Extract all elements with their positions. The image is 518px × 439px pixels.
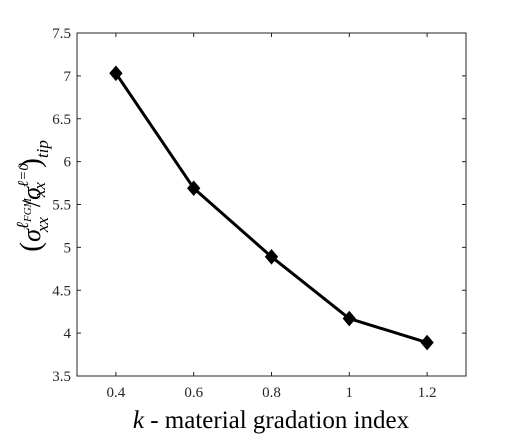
y-label-close-paren: ) (14, 158, 47, 168)
data-point-marker (264, 249, 279, 265)
y-tick-label: 5.5 (52, 198, 71, 214)
plot-area (76, 32, 467, 377)
plot-frame (76, 32, 467, 377)
x-tick-label: 0.4 (107, 385, 126, 401)
data-point-marker (420, 334, 434, 351)
y-tick-label: 7 (64, 69, 72, 85)
x-axis-label-text: - material gradation index (144, 407, 410, 434)
y-label-num-sub: xx (33, 217, 52, 234)
y-label-slash: / (17, 199, 46, 207)
data-point-marker (109, 65, 123, 82)
y-label-open-paren: ( (14, 242, 47, 252)
x-axis-ticks: 0.4 0.6 0.8 1 1.2 (107, 33, 437, 401)
y-axis-label: (σℓFGMxx/σℓ=0xx)tip (13, 140, 52, 252)
y-tick-label: 7.5 (52, 26, 71, 42)
y-tick-label: 3.5 (52, 369, 71, 385)
y-axis-ticks: 3.5 4 4.5 5 5.5 6 6.5 7 7.5 (52, 26, 466, 385)
series-line (109, 65, 434, 351)
svg-text:(σℓFGMxx/σℓ=0xx)tip: (σℓFGMxx/σℓ=0xx)tip (13, 140, 52, 252)
y-tick-label: 4.5 (52, 283, 71, 299)
data-point-marker (342, 310, 356, 327)
y-label-num-sup-sub: FGM (22, 197, 34, 223)
y-label-outer-sub: tip (33, 140, 52, 158)
x-tick-label: 0.8 (262, 385, 281, 401)
y-label-den-sub: xx (30, 182, 49, 199)
y-tick-label: 4 (64, 326, 72, 342)
data-point-marker (187, 180, 201, 196)
y-label-den-sup: ℓ=0 (16, 163, 32, 187)
x-axis-label: k - material gradation index (133, 407, 410, 434)
y-label-den-sym: σ (17, 186, 46, 200)
y-tick-label: 6.5 (52, 112, 71, 128)
x-tick-label: 0.6 (184, 385, 203, 401)
y-tick-label: 6 (64, 155, 72, 171)
y-label-num-sym: σ (17, 228, 46, 242)
x-tick-label: 1.2 (418, 385, 437, 401)
x-tick-label: 1 (346, 385, 354, 401)
y-label-num-sup: ℓ (13, 222, 32, 229)
x-axis-label-variable: k (133, 407, 145, 434)
y-tick-label: 5 (64, 240, 72, 256)
